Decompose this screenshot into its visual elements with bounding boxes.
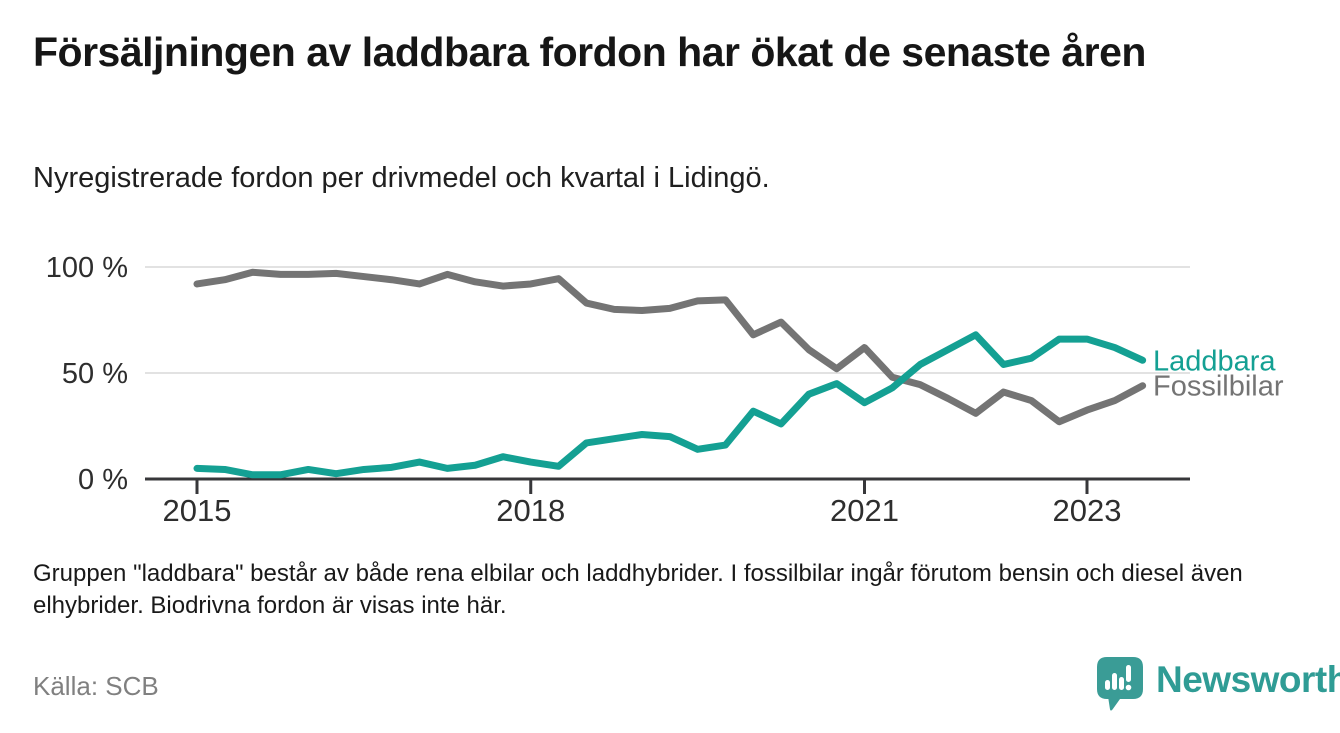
x-axis-label: 2018 [496,493,565,528]
newsworthy-wordmark: Newsworthy [1156,659,1340,700]
chart-subtitle: Nyregistrerade fordon per drivmedel och … [33,162,770,194]
x-axis-label: 2023 [1053,493,1122,528]
series-label-fossilbilar: Fossilbilar [1153,371,1284,403]
chart-footnote: Gruppen "laddbara" består av både rena e… [33,560,1243,620]
x-axis-label: 2021 [830,493,899,528]
newsworthy-logo: Newsworthy [1096,656,1340,714]
y-axis-label: 0 % [78,464,128,496]
source-label: Källa: SCB [33,671,159,701]
series-line-laddbara [193,331,1147,479]
newsworthy-logo-icon [1097,657,1143,711]
y-axis-label: 100 % [46,252,128,284]
chart-title: Försäljningen av laddbara fordon har öka… [33,29,1146,75]
y-axis-label: 50 % [62,358,128,390]
x-axis-label: 2015 [163,493,232,528]
series-line-fossilbilar [193,268,1147,426]
series-label-laddbara: Laddbara [1153,345,1276,377]
